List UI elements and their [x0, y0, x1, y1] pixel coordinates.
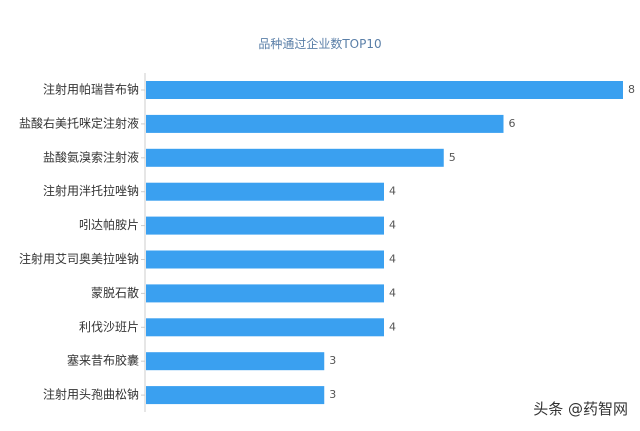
y-tick-label: 盐酸氨溴索注射液 — [43, 149, 139, 164]
data-label: 3 — [329, 354, 336, 367]
bar — [146, 148, 444, 167]
bar — [146, 352, 325, 371]
watermark: 头条 @药智网 — [533, 400, 628, 418]
y-tick-label: 注射用泮托拉唑钠 — [43, 183, 139, 198]
bar — [146, 81, 623, 99]
data-label: 4 — [389, 253, 396, 266]
y-tick-label: 利伐沙班片 — [79, 320, 139, 334]
data-label: 4 — [389, 219, 396, 232]
data-label: 4 — [389, 320, 396, 333]
y-tick-label: 吲达帕胺片 — [79, 217, 139, 232]
data-label: 4 — [389, 185, 396, 198]
y-tick-label: 注射用艾司奥美拉唑钠 — [19, 251, 139, 266]
y-tick-label: 蒙脱石散 — [91, 285, 139, 300]
bar — [146, 182, 384, 201]
bar — [146, 250, 384, 269]
data-label: 4 — [389, 286, 396, 299]
y-tick-label: 塞来昔布胶囊 — [67, 353, 139, 368]
data-label: 5 — [449, 151, 456, 164]
chart-title: 品种通过企业数TOP10 — [258, 37, 382, 51]
data-label: 3 — [329, 388, 336, 401]
y-tick-label: 盐酸右美托咪定注射液 — [19, 115, 139, 130]
bar — [146, 386, 325, 405]
data-label: 6 — [509, 117, 516, 130]
bar — [146, 284, 384, 303]
bar — [146, 216, 384, 235]
y-tick-label: 注射用头孢曲松钠 — [43, 387, 139, 402]
bar — [146, 114, 504, 133]
y-tick-label: 注射用帕瑞昔布钠 — [43, 82, 139, 97]
data-label: 8 — [628, 83, 635, 96]
bar — [146, 318, 384, 337]
